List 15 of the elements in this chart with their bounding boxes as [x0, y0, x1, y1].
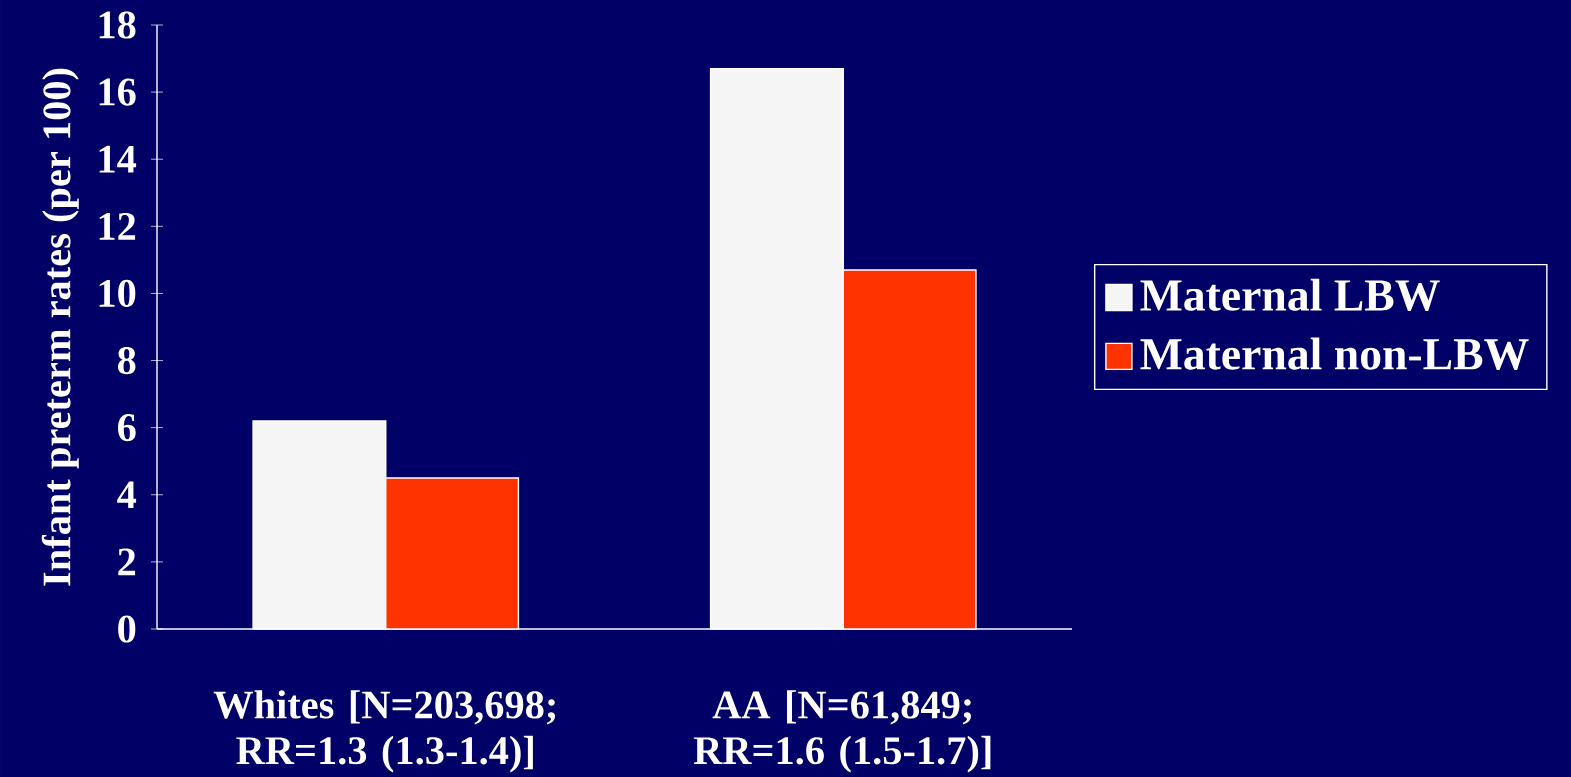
legend-label: Maternal non-LBW	[1140, 337, 1529, 370]
y-tick-label: 0	[118, 615, 136, 643]
x-tick-label: Whites [N=203,698; RR=1.3 (1.3-1.4)]	[213, 690, 556, 773]
x-tick-label: AA [N=61,849; RR=1.6 (1.5-1.7)]	[693, 690, 991, 773]
legend-label: Maternal LBW	[1140, 278, 1440, 312]
y-tick-label: 18	[99, 11, 136, 39]
y-tick-label: 8	[117, 346, 136, 375]
y-tick-label: 6	[118, 414, 136, 442]
y-tick-label: 10	[99, 279, 136, 308]
y-tick-label: 2	[118, 548, 136, 576]
y-tick-label: 4	[117, 481, 137, 509]
y-axis-title: Infant preterm rates (per 100)	[41, 68, 79, 586]
y-tick-label: 16	[99, 78, 136, 106]
y-tick-label: 12	[99, 212, 136, 240]
y-tick-label: 14	[99, 145, 137, 173]
